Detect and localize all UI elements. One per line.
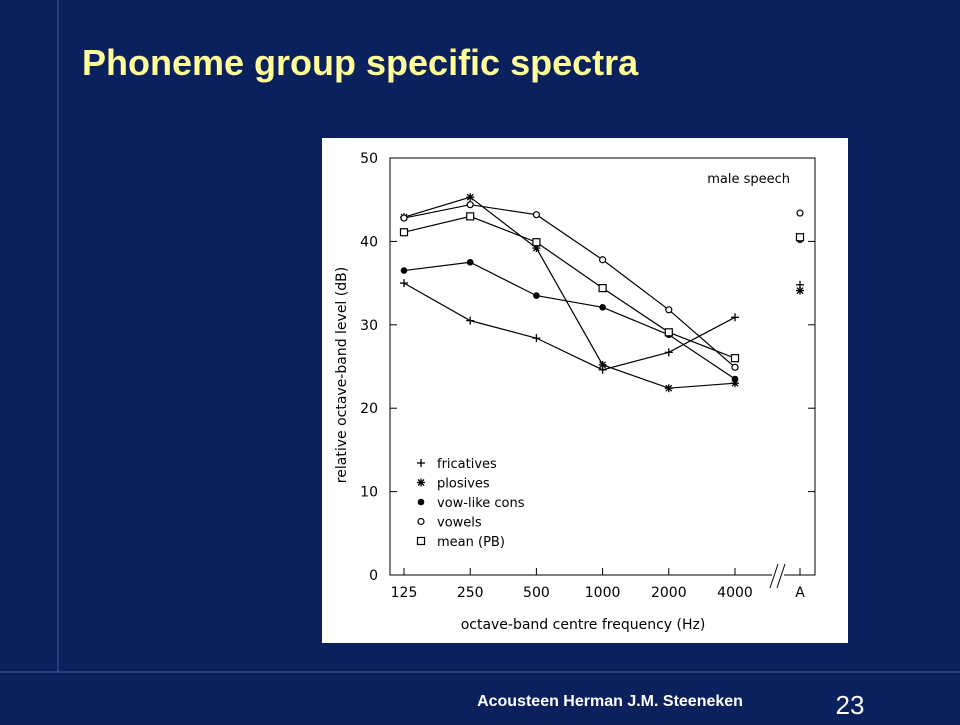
- y-axis-label: relative octave-band level (dB): [334, 267, 350, 483]
- marker-shape: [796, 209, 804, 217]
- data-point: [664, 328, 673, 337]
- data-point: [466, 201, 474, 209]
- x-tick-label: 4000: [717, 585, 753, 601]
- marker-stroke: [599, 361, 607, 369]
- overall-point: [796, 209, 804, 217]
- legend-marker: [416, 536, 426, 546]
- series-line: [403, 204, 736, 368]
- marker-shape: [795, 233, 805, 242]
- footer: Acousteen Herman J.M. Steeneken: [477, 693, 743, 710]
- data-point: [533, 292, 540, 299]
- marker-shape: [466, 201, 474, 209]
- break-mark: [769, 563, 779, 589]
- annotation: male speech: [707, 172, 790, 187]
- x-axis-label: octave-band centre frequency (Hz): [461, 617, 706, 633]
- marker-shape: [731, 363, 739, 371]
- marker-shape: [598, 256, 607, 264]
- data-point: [730, 354, 740, 363]
- legend-marker: [417, 498, 425, 506]
- series-line: [403, 261, 736, 380]
- data-point: [466, 212, 475, 221]
- marker-shape: [417, 498, 425, 506]
- legend-label: vow-like cons: [437, 496, 525, 511]
- data-point: [731, 313, 739, 322]
- data-point: [665, 306, 673, 314]
- data-point: [598, 256, 607, 264]
- y-tick-label: 10: [360, 485, 378, 501]
- marker-stroke: [665, 384, 673, 392]
- legend-label: fricatives: [437, 457, 497, 472]
- y-tick-label: 30: [360, 318, 378, 334]
- x-tick-label: 1000: [585, 585, 621, 601]
- marker-shape: [400, 267, 408, 274]
- data-point: [400, 267, 408, 274]
- marker-shape: [417, 517, 425, 526]
- slide-title: Phoneme group specific spectra: [82, 42, 639, 83]
- marker-shape: [533, 292, 540, 299]
- marker-stroke: [796, 287, 804, 295]
- x-tick-label: 250: [457, 585, 484, 601]
- data-point: [532, 238, 541, 247]
- marker-shape: [400, 214, 408, 222]
- marker-shape: [399, 228, 409, 237]
- overall-point: [795, 233, 805, 242]
- data-point: [598, 360, 607, 369]
- data-point: [598, 284, 607, 293]
- legend-label: mean (PB): [437, 535, 505, 550]
- series-line: [403, 196, 736, 389]
- x-tick-label: 125: [391, 585, 418, 601]
- data-point: [532, 211, 541, 219]
- data-point: [466, 258, 474, 266]
- chart-background: [322, 138, 848, 643]
- data-point: [399, 228, 409, 237]
- y-tick-label: 40: [360, 234, 378, 250]
- data-point: [400, 214, 408, 222]
- legend-marker: [417, 517, 425, 526]
- x-tick-label: A: [795, 585, 805, 601]
- data-point: [400, 279, 408, 288]
- data-point: [664, 348, 673, 357]
- marker-shape: [416, 536, 426, 546]
- axis-break: [769, 563, 786, 589]
- x-tick-label: 500: [523, 585, 550, 601]
- y-tick-label: 50: [360, 151, 378, 167]
- data-point: [466, 193, 475, 202]
- marker-shape: [598, 284, 607, 293]
- marker-stroke: [466, 193, 474, 201]
- data-point: [532, 334, 541, 343]
- legend-marker: [417, 459, 425, 467]
- break-gap: [772, 565, 784, 585]
- data-point: [664, 384, 673, 393]
- data-point: [466, 316, 475, 325]
- legend-label: plosives: [437, 477, 490, 492]
- marker-shape: [532, 211, 541, 219]
- data-point: [731, 375, 739, 383]
- marker-shape: [664, 328, 673, 337]
- break-mark: [776, 563, 786, 589]
- marker-shape: [466, 258, 474, 266]
- marker-shape: [731, 375, 739, 383]
- x-tick-label: 2000: [651, 585, 687, 601]
- y-tick-label: 0: [369, 568, 378, 584]
- legend-marker: [417, 478, 425, 487]
- overall-point: [796, 286, 804, 295]
- data-point: [731, 363, 739, 371]
- legend-label: vowels: [437, 516, 482, 531]
- marker-shape: [532, 238, 541, 247]
- marker-shape: [599, 303, 606, 311]
- marker-shape: [730, 354, 740, 363]
- series-line: [403, 282, 736, 371]
- data-point: [599, 303, 606, 311]
- marker-shape: [466, 212, 475, 221]
- marker-shape: [665, 306, 673, 314]
- y-tick-label: 20: [360, 401, 378, 417]
- page-number: 23: [836, 690, 865, 720]
- marker-stroke: [417, 479, 425, 486]
- series-line: [403, 215, 736, 359]
